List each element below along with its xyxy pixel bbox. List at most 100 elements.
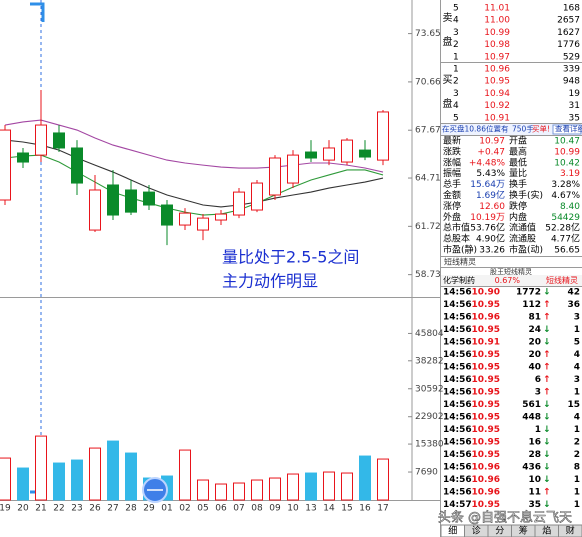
x-tick-label: 17: [377, 504, 388, 514]
x-tick-label: 21: [35, 504, 46, 514]
tick-time: 14:56: [443, 338, 472, 348]
tick-price: 10.95: [472, 450, 500, 460]
candle-body: [179, 212, 191, 226]
tick-arrow: ↓: [543, 325, 551, 335]
tick-arrow: ↓: [543, 425, 551, 435]
quote-value: 56.65: [554, 246, 580, 256]
tick-arrow: ↓: [543, 463, 551, 473]
candle-body: [161, 204, 173, 226]
y-tick-label: 30592: [415, 384, 444, 394]
sell-volume: 529: [563, 52, 580, 62]
sell-volume: 2657: [557, 16, 580, 26]
tick-price: 10.95: [472, 350, 500, 360]
level: 2: [453, 77, 459, 87]
volume-bar: [89, 447, 101, 501]
tick-count: 8: [574, 463, 580, 473]
quote-value: 5.43%: [476, 169, 505, 179]
quote-label: 涨跌: [443, 146, 461, 157]
candle-body: [233, 191, 245, 216]
tick-volume: 10: [528, 475, 541, 485]
quote-label: 市盈(静): [443, 244, 477, 256]
volume-bar: [269, 477, 281, 501]
tick-price: 10.96: [472, 313, 500, 323]
buy-price: 10.91: [484, 113, 510, 123]
quote-label: 总市值: [443, 222, 470, 234]
x-tick-label: 02: [179, 504, 190, 514]
volume-bar: [377, 458, 389, 501]
volume-bar: [71, 459, 83, 501]
tick-volume: 24: [528, 325, 541, 335]
y-tick-label: 22902: [415, 412, 444, 422]
tab-label: 焰: [542, 525, 551, 537]
tick-time: 14:56: [443, 475, 472, 485]
x-tick-label: 29: [143, 504, 155, 514]
quote-value: 54429: [551, 213, 580, 223]
annotation: 主力动作明显: [222, 272, 318, 291]
tick-time: 14:56: [443, 350, 472, 360]
sell-price: 10.99: [484, 28, 510, 38]
tick-count: 3: [574, 313, 580, 323]
x-tick-label: 16: [359, 504, 371, 514]
sector-change: 0.67%: [495, 276, 521, 285]
quote-value: 10.97: [479, 137, 505, 147]
tab[interactable]: [558, 524, 582, 537]
tick-volume: 16: [528, 438, 541, 448]
volume-bar: [107, 440, 119, 501]
x-tick-label: 09: [269, 504, 281, 514]
tab-label: 筹: [519, 525, 528, 537]
y-tick-label: 73.65: [415, 29, 441, 39]
tick-arrow: ↑: [543, 375, 551, 385]
tick-volume: 1772: [516, 288, 541, 298]
quote-label: 开盘: [509, 135, 527, 147]
notice-button[interactable]: [552, 124, 582, 135]
candle-body: [143, 191, 155, 206]
tick-time: 14:56: [443, 363, 472, 373]
notice: 买单!: [532, 124, 550, 134]
quote-label: 总手: [443, 178, 461, 190]
tick-volume: 1: [535, 425, 541, 435]
tick-price: 10.95: [472, 375, 500, 385]
tick-count: 1: [574, 325, 580, 335]
quote-label: 总股本: [443, 233, 470, 245]
x-tick-label: 05: [197, 504, 208, 514]
candle-body: [305, 151, 317, 159]
tick-price: 10.96: [472, 488, 500, 498]
quote-label: 换手(实): [509, 189, 543, 201]
x-tick-label: 20: [17, 504, 29, 514]
tick-price: 10.95: [472, 388, 500, 398]
tick-arrow: ↓: [543, 338, 551, 348]
tick-count: 1: [574, 425, 580, 435]
quote-label: 跌停: [509, 200, 527, 212]
buy-volume: 31: [569, 101, 580, 111]
quote-value: 15.64万: [470, 180, 505, 190]
sell-price: 10.97: [484, 52, 510, 62]
annotation: 量比处于2.5-5之间: [222, 248, 359, 267]
level: 5: [453, 4, 459, 14]
tick-time: 14:56: [443, 413, 472, 423]
tick-count: 4: [574, 363, 580, 373]
tick-arrow: ↑: [543, 388, 551, 398]
candle-body: [35, 124, 47, 156]
sell-price: 11.00: [484, 16, 510, 26]
tick-price: 10.95: [472, 425, 500, 435]
quote-label: 涨停: [443, 200, 461, 212]
tick-count: 4: [574, 350, 580, 360]
chart-layer: 58.73 61.72 64.71 67.67 70.66 73.65 19 20 21 22 23…: [0, 29, 444, 514]
tick-price: 10.95: [472, 400, 500, 410]
y-tick-label: 70.66: [415, 77, 441, 87]
quote-value: 53.76亿: [470, 222, 505, 234]
tick-time: 14:56: [443, 375, 472, 385]
sell-price: 11.01: [484, 4, 510, 14]
tick-count: 1: [574, 500, 580, 510]
x-tick-label: 22: [53, 504, 64, 514]
tick-count: 4: [574, 413, 580, 423]
tick-volume: 40: [528, 363, 541, 373]
quote-value: 4.90亿: [476, 233, 505, 245]
tick-volume: 28: [528, 450, 541, 460]
x-tick-label: 19: [0, 504, 11, 514]
candle-body: [251, 182, 263, 211]
tick-count: 1: [574, 388, 580, 398]
candle-body: [377, 111, 389, 161]
tick-volume: 6: [535, 375, 541, 385]
